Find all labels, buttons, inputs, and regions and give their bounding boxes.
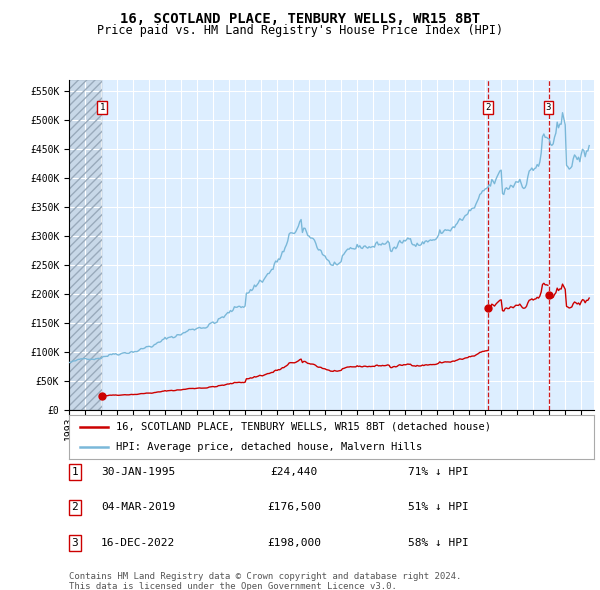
Text: £176,500: £176,500	[267, 503, 321, 512]
Text: 3: 3	[546, 103, 551, 112]
Text: 58% ↓ HPI: 58% ↓ HPI	[408, 538, 469, 548]
Text: 51% ↓ HPI: 51% ↓ HPI	[408, 503, 469, 512]
Text: 2: 2	[71, 503, 79, 512]
Text: HPI: Average price, detached house, Malvern Hills: HPI: Average price, detached house, Malv…	[116, 442, 422, 452]
Text: 1: 1	[71, 467, 79, 477]
Text: This data is licensed under the Open Government Licence v3.0.: This data is licensed under the Open Gov…	[69, 582, 397, 590]
Text: 16, SCOTLAND PLACE, TENBURY WELLS, WR15 8BT: 16, SCOTLAND PLACE, TENBURY WELLS, WR15 …	[120, 12, 480, 26]
Text: 3: 3	[71, 538, 79, 548]
Text: 04-MAR-2019: 04-MAR-2019	[101, 503, 175, 512]
Text: £24,440: £24,440	[271, 467, 317, 477]
Text: £198,000: £198,000	[267, 538, 321, 548]
Text: Price paid vs. HM Land Registry's House Price Index (HPI): Price paid vs. HM Land Registry's House …	[97, 24, 503, 37]
Text: 1: 1	[100, 103, 105, 112]
Text: 2: 2	[485, 103, 491, 112]
Text: 30-JAN-1995: 30-JAN-1995	[101, 467, 175, 477]
Text: 16, SCOTLAND PLACE, TENBURY WELLS, WR15 8BT (detached house): 16, SCOTLAND PLACE, TENBURY WELLS, WR15 …	[116, 422, 491, 432]
Text: 71% ↓ HPI: 71% ↓ HPI	[408, 467, 469, 477]
Text: 16-DEC-2022: 16-DEC-2022	[101, 538, 175, 548]
Text: Contains HM Land Registry data © Crown copyright and database right 2024.: Contains HM Land Registry data © Crown c…	[69, 572, 461, 581]
